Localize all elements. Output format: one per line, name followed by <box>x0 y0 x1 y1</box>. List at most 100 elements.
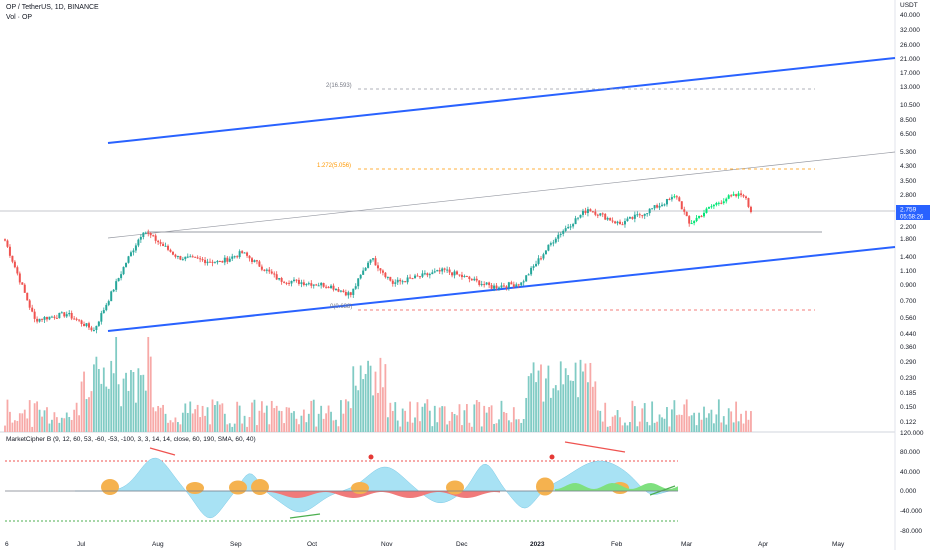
volume-bar <box>268 424 271 432</box>
volume-bar <box>317 413 320 432</box>
candle <box>737 191 740 199</box>
candle <box>144 231 147 234</box>
candle <box>525 274 528 282</box>
volume-bar <box>70 419 73 432</box>
volume-bar <box>542 401 545 432</box>
price-tick-label: 0.440 <box>900 331 917 338</box>
time-tick-label: Aug <box>152 541 164 548</box>
volume-bar <box>631 400 634 432</box>
candle <box>297 277 300 286</box>
volume-bar <box>483 405 486 432</box>
candle <box>735 193 738 198</box>
channel-midline[interactable] <box>107 151 896 239</box>
candle <box>221 260 224 263</box>
price-tick-label: 2.800 <box>900 192 917 199</box>
volume-bar <box>273 408 276 432</box>
candle <box>611 217 614 224</box>
volume-bar <box>340 400 342 432</box>
candle <box>107 299 110 307</box>
volume-bar <box>344 399 347 432</box>
volume-bar <box>695 425 698 432</box>
volume-bar <box>688 416 691 432</box>
volume-bar <box>184 403 187 432</box>
candle <box>55 314 58 319</box>
candle <box>87 321 90 331</box>
time-tick-label: Sep <box>230 541 242 548</box>
time-axis[interactable]: 6 Jul Aug Sep Oct Nov Dec 2023 Feb Mar Apr May <box>5 541 845 548</box>
oscillator-axis[interactable]: 120.000 80.000 40.000 0.000 -40.000 -80.000 <box>900 430 924 535</box>
volume-bar <box>154 411 157 432</box>
volume-bar <box>31 426 34 432</box>
volume-bar <box>540 364 542 432</box>
volume-bar <box>626 425 629 432</box>
channel-upper-line[interactable] <box>107 57 896 144</box>
oscillator-waves <box>75 441 679 519</box>
candle <box>535 260 538 267</box>
volume-bar <box>144 390 147 432</box>
volume-bar <box>135 402 137 432</box>
candle <box>579 214 582 219</box>
bullish-divergence <box>649 485 676 496</box>
candle <box>749 205 752 214</box>
candle <box>176 255 179 260</box>
volume-bar <box>206 407 209 432</box>
candle <box>604 213 607 221</box>
volume-bar <box>428 410 431 432</box>
time-tick-label: Mar <box>681 541 693 548</box>
candle <box>574 215 577 225</box>
candle <box>436 269 439 272</box>
volume-bar <box>181 412 184 432</box>
volume-bar <box>653 422 656 432</box>
price-axis[interactable]: 40.000 32.000 26.000 21.000 17.000 13.000 10.5… <box>900 12 920 426</box>
volume-bar <box>545 378 547 432</box>
volume-bar <box>379 357 382 432</box>
candle <box>171 251 174 256</box>
volume-bar <box>107 388 110 432</box>
candle <box>164 242 167 247</box>
volume-bar <box>211 399 214 432</box>
candle <box>473 276 476 282</box>
price-tick-label: 40.000 <box>900 12 920 19</box>
candle <box>209 258 212 263</box>
volume-bar <box>401 408 404 432</box>
volume-bar <box>530 373 533 432</box>
candle <box>522 279 525 286</box>
volume-bar <box>196 404 199 432</box>
candle <box>567 224 570 229</box>
price-tick-label: 3.500 <box>900 178 917 185</box>
volume-bar <box>424 403 426 432</box>
candlestick-series[interactable] <box>4 190 752 334</box>
volume-bar <box>416 402 419 432</box>
price-tick-label: 4.300 <box>900 163 917 170</box>
volume-bar <box>673 400 676 432</box>
candle <box>8 244 11 258</box>
candle <box>4 238 6 242</box>
candle <box>665 198 668 207</box>
candle <box>586 206 589 217</box>
volume-bar <box>364 373 367 432</box>
candle <box>441 267 444 275</box>
price-tick-label: 1.800 <box>900 236 917 243</box>
candle <box>460 271 463 280</box>
candle <box>562 229 565 237</box>
candle <box>236 255 239 259</box>
candle <box>423 270 426 276</box>
candle <box>48 316 51 321</box>
volume-bar <box>411 422 414 432</box>
candle <box>648 208 651 216</box>
volume-bar <box>685 399 688 432</box>
candle <box>342 289 345 293</box>
volume-bar <box>745 410 747 432</box>
candle <box>636 211 639 218</box>
price-tick-label: 32.000 <box>900 27 920 34</box>
volume-bar <box>152 407 155 432</box>
candle <box>315 283 318 286</box>
volume-bar <box>431 426 434 432</box>
volume-bar <box>246 426 248 432</box>
candle <box>478 280 481 287</box>
volume-bar <box>83 371 85 432</box>
candle <box>169 248 172 253</box>
channel-lower-line[interactable] <box>107 246 896 332</box>
volume-bar <box>278 410 281 432</box>
